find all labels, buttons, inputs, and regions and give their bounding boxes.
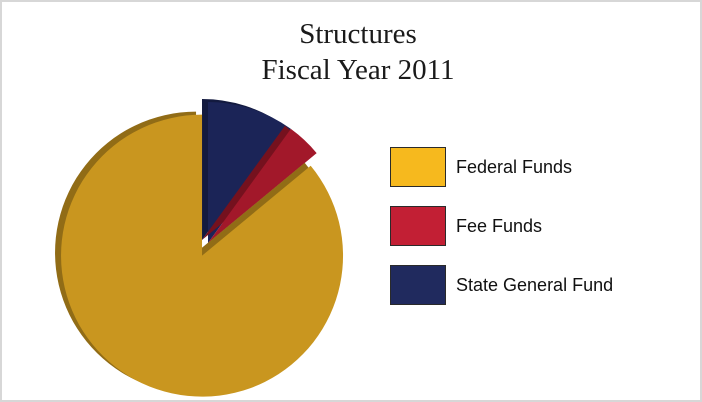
chart-title: Structures [299,18,417,50]
legend-swatch-fee-funds [390,206,446,246]
pie-slice-face-fee-funds [208,128,317,243]
legend-label-state-general-fund: State General Fund [456,275,614,295]
pie-slice-fee-funds [202,125,317,243]
legend-swatch-state-general-fund [390,265,446,305]
legend-swatch-federal-funds [390,147,446,187]
legend-label-federal-funds: Federal Funds [456,157,573,177]
legend-label-fee-funds: Fee Funds [456,216,543,236]
pie-slice-federal-funds [55,111,344,397]
pie-slice-face-federal-funds [61,114,344,397]
chart-subtitle: Fiscal Year 2011 [261,54,455,86]
chart-title-block: Structures Fiscal Year 2011 [178,16,538,88]
